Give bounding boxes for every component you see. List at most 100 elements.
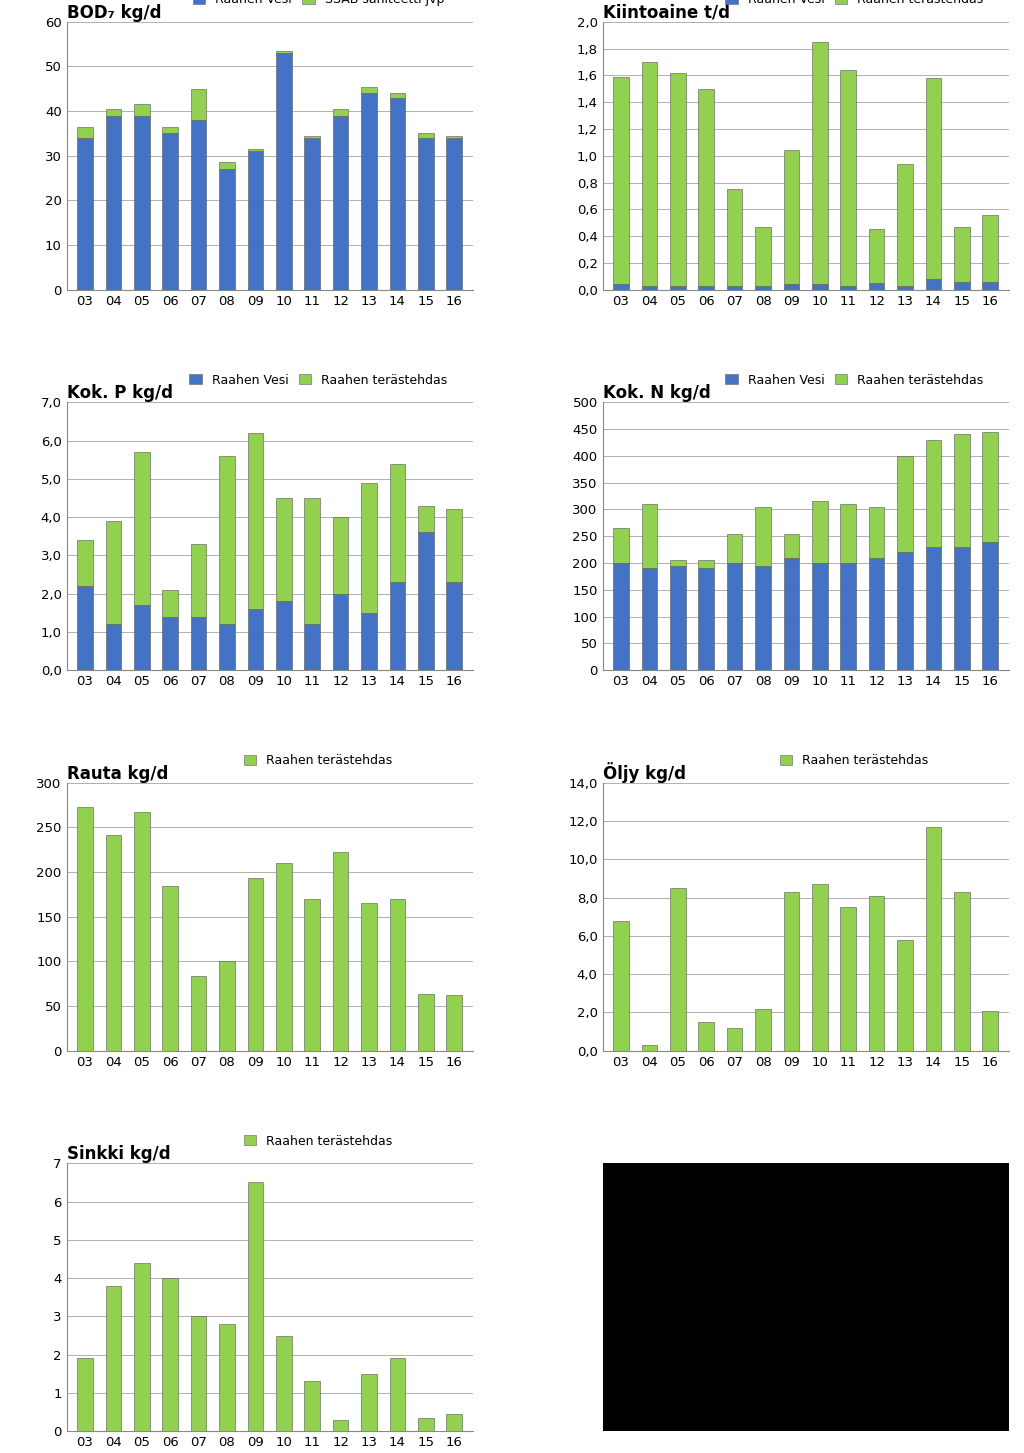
Bar: [418, 532, 433, 670]
Bar: [841, 70, 856, 286]
Bar: [613, 285, 629, 289]
Bar: [389, 899, 406, 1051]
Bar: [670, 73, 686, 286]
Bar: [304, 625, 319, 670]
Bar: [897, 456, 912, 552]
Bar: [163, 1279, 178, 1431]
Bar: [756, 565, 771, 670]
Bar: [134, 452, 150, 604]
Bar: [248, 151, 263, 289]
Bar: [613, 529, 629, 564]
Bar: [954, 434, 970, 546]
Bar: [248, 609, 263, 670]
Bar: [783, 558, 799, 670]
Bar: [163, 616, 178, 670]
Bar: [105, 116, 121, 289]
Bar: [698, 1021, 714, 1051]
Bar: [105, 1286, 121, 1431]
Bar: [982, 432, 998, 542]
Bar: [333, 109, 348, 116]
Bar: [698, 286, 714, 289]
Bar: [756, 1008, 771, 1051]
Bar: [897, 286, 912, 289]
Bar: [783, 533, 799, 558]
Bar: [77, 806, 93, 1051]
Bar: [756, 286, 771, 289]
Bar: [926, 78, 941, 279]
Text: Rauta kg/d: Rauta kg/d: [67, 764, 168, 783]
Bar: [446, 135, 462, 138]
Legend: Raahen Vesi, Raahen terästehdas: Raahen Vesi, Raahen terästehdas: [725, 0, 983, 6]
Bar: [446, 583, 462, 670]
Bar: [361, 482, 377, 613]
Bar: [304, 135, 319, 138]
Bar: [418, 138, 433, 289]
Legend: Raahen terästehdas: Raahen terästehdas: [244, 1135, 392, 1148]
Bar: [727, 1027, 742, 1051]
Legend: Raahen terästehdas: Raahen terästehdas: [244, 754, 392, 767]
Bar: [333, 517, 348, 594]
Bar: [333, 116, 348, 289]
Bar: [926, 546, 941, 670]
Bar: [134, 812, 150, 1051]
Bar: [613, 77, 629, 285]
Bar: [333, 1420, 348, 1431]
Bar: [642, 62, 657, 286]
Bar: [248, 878, 263, 1051]
Bar: [304, 138, 319, 289]
Bar: [304, 899, 319, 1051]
Bar: [304, 498, 319, 625]
Bar: [361, 904, 377, 1051]
Bar: [304, 1382, 319, 1431]
Bar: [926, 827, 941, 1051]
Bar: [276, 863, 292, 1051]
Bar: [613, 921, 629, 1051]
Bar: [954, 227, 970, 282]
Bar: [841, 504, 856, 564]
Bar: [163, 590, 178, 616]
Bar: [105, 522, 121, 625]
Bar: [190, 1316, 207, 1431]
Bar: [841, 564, 856, 670]
Bar: [361, 87, 377, 93]
Bar: [134, 604, 150, 670]
Legend: Raahen Vesi, Raahen terästehdas: Raahen Vesi, Raahen terästehdas: [189, 373, 447, 386]
Bar: [190, 616, 207, 670]
Bar: [276, 51, 292, 54]
Bar: [276, 498, 292, 602]
Bar: [954, 282, 970, 289]
Bar: [868, 230, 885, 283]
Bar: [389, 97, 406, 289]
Bar: [219, 962, 234, 1051]
Bar: [333, 594, 348, 670]
Bar: [868, 283, 885, 289]
Bar: [190, 121, 207, 289]
Bar: [418, 134, 433, 138]
Bar: [219, 625, 234, 670]
Bar: [783, 892, 799, 1051]
Legend: Raahen terästehdas: Raahen terästehdas: [780, 754, 929, 767]
Bar: [446, 138, 462, 289]
Bar: [333, 853, 348, 1051]
Bar: [812, 501, 827, 564]
Bar: [727, 189, 742, 286]
Text: Kok. N kg/d: Kok. N kg/d: [602, 384, 711, 402]
Bar: [868, 558, 885, 670]
Bar: [219, 1324, 234, 1431]
Bar: [698, 568, 714, 670]
Bar: [77, 138, 93, 289]
Bar: [954, 546, 970, 670]
Bar: [756, 227, 771, 286]
Bar: [418, 994, 433, 1051]
Bar: [446, 1414, 462, 1431]
Bar: [841, 907, 856, 1051]
Bar: [670, 888, 686, 1051]
Bar: [418, 506, 433, 532]
Bar: [276, 54, 292, 289]
Bar: [361, 613, 377, 670]
Bar: [276, 602, 292, 670]
Bar: [926, 440, 941, 546]
Bar: [868, 895, 885, 1051]
Bar: [670, 286, 686, 289]
Bar: [812, 285, 827, 289]
